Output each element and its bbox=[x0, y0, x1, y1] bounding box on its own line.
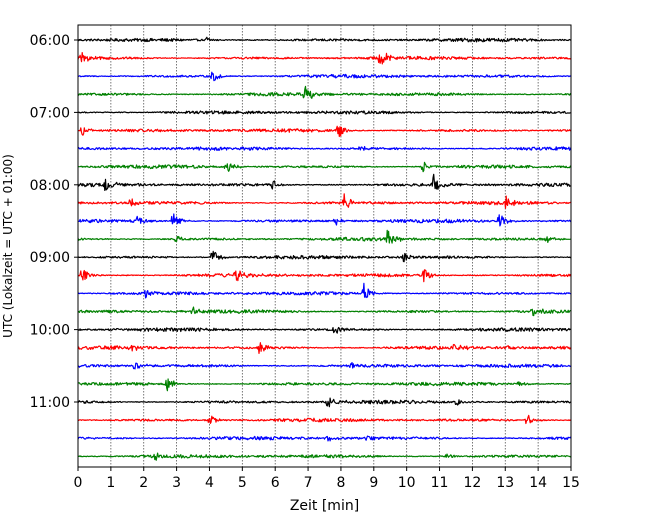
y-tick-label: 08:00 bbox=[30, 178, 70, 194]
trace-1145 bbox=[78, 452, 572, 461]
x-tick-label: 9 bbox=[369, 475, 378, 491]
x-tick-label: 14 bbox=[529, 475, 547, 491]
x-axis-label: Zeit [min] bbox=[290, 498, 359, 514]
trace-0845 bbox=[77, 229, 571, 244]
trace-0600 bbox=[77, 36, 572, 43]
x-tick-label: 0 bbox=[74, 475, 83, 491]
y-axis-ticks: 06:00 07:00 08:00 09:00 10:00 11:00 bbox=[30, 33, 78, 411]
trace-1115 bbox=[77, 414, 572, 425]
trace-1000 bbox=[77, 326, 572, 334]
y-tick-label: 10:00 bbox=[30, 323, 70, 339]
y-tick-label: 11:00 bbox=[30, 395, 70, 411]
x-tick-label: 15 bbox=[562, 475, 580, 491]
trace-1100 bbox=[77, 397, 572, 408]
seismogram-traces bbox=[77, 36, 572, 461]
x-tick-label: 1 bbox=[106, 475, 115, 491]
x-tick-label: 13 bbox=[496, 475, 514, 491]
trace-0830 bbox=[77, 213, 572, 227]
trace-0745 bbox=[77, 161, 572, 173]
x-tick-label: 2 bbox=[139, 475, 148, 491]
y-tick-label: 06:00 bbox=[30, 33, 70, 49]
trace-0715 bbox=[77, 125, 572, 138]
x-tick-label: 3 bbox=[172, 475, 181, 491]
trace-0800 bbox=[77, 173, 572, 191]
y-tick-label: 07:00 bbox=[30, 105, 70, 121]
trace-0930 bbox=[77, 282, 572, 299]
trace-0645 bbox=[77, 85, 572, 99]
trace-0915 bbox=[77, 269, 572, 283]
x-tick-label: 6 bbox=[271, 475, 280, 491]
x-tick-label: 4 bbox=[205, 475, 214, 491]
trace-0900 bbox=[77, 250, 572, 263]
x-tick-label: 7 bbox=[304, 475, 313, 491]
trace-0815 bbox=[77, 193, 572, 209]
trace-0615 bbox=[77, 52, 572, 65]
x-gridlines bbox=[110, 25, 539, 467]
x-tick-label: 12 bbox=[463, 475, 481, 491]
y-axis-label: UTC (Lokalzeit = UTC + 01:00) bbox=[1, 154, 15, 338]
trace-0945 bbox=[77, 306, 572, 317]
trace-1030 bbox=[77, 362, 572, 370]
plot-frame bbox=[77, 24, 572, 468]
x-axis-ticks: 0 1 2 3 4 5 6 7 8 9 10 11 12 13 14 15 bbox=[74, 467, 580, 491]
x-tick-label: 10 bbox=[398, 475, 416, 491]
trace-0730 bbox=[77, 146, 572, 151]
x-tick-label: 5 bbox=[238, 475, 247, 491]
x-tick-label: 11 bbox=[431, 475, 449, 491]
trace-1015 bbox=[77, 342, 572, 354]
trace-0630 bbox=[77, 71, 572, 82]
y-tick-label: 09:00 bbox=[30, 250, 70, 266]
trace-1130 bbox=[77, 435, 572, 442]
trace-0700 bbox=[77, 110, 572, 115]
trace-1045 bbox=[77, 378, 572, 392]
x-tick-label: 8 bbox=[336, 475, 345, 491]
